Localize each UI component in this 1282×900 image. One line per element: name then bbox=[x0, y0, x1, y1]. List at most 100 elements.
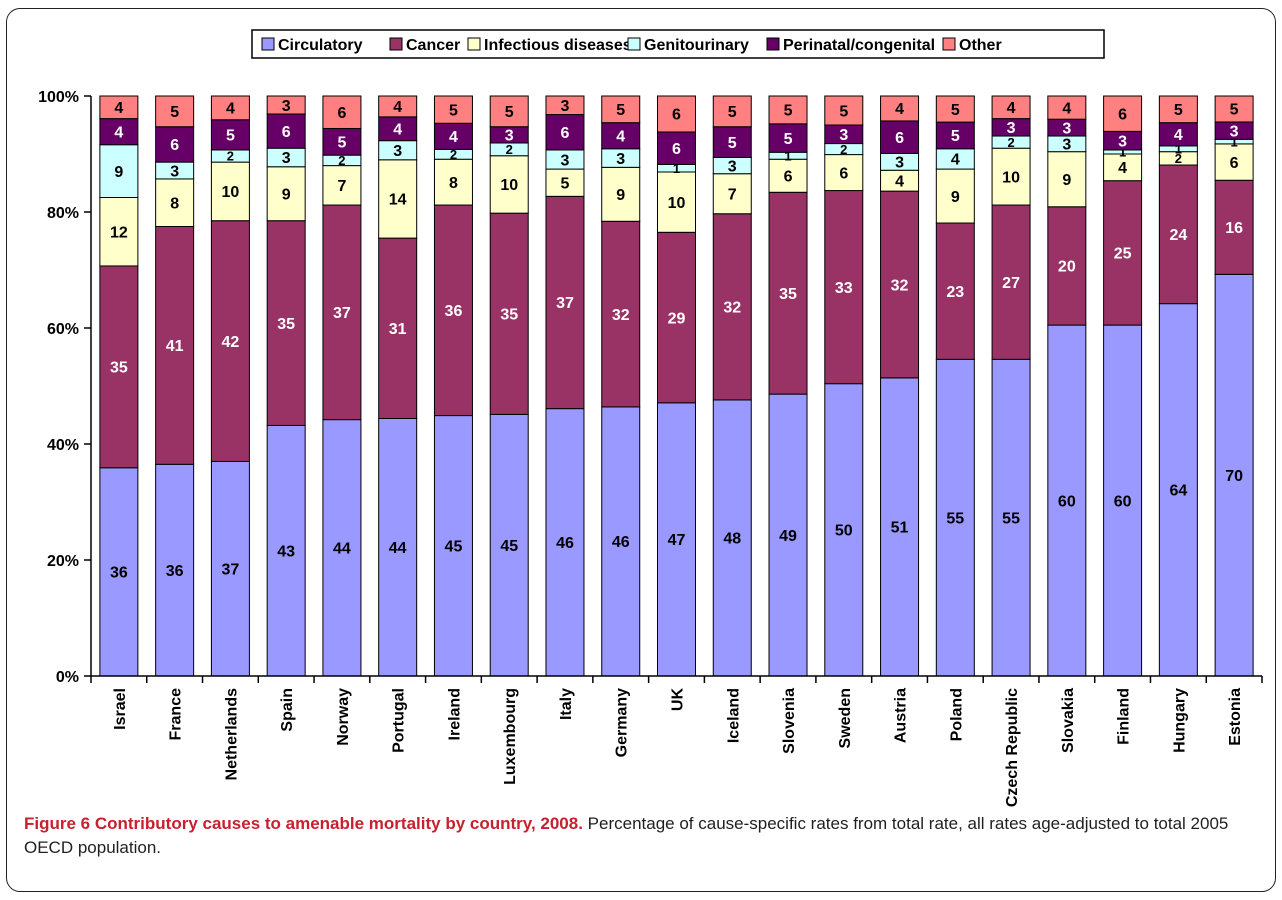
bar-stack-iceland: 48 32 7 3 5 5 bbox=[712, 95, 752, 677]
data-label-genitourinary: 3 bbox=[895, 155, 904, 172]
bar-segment-cancer bbox=[545, 195, 585, 410]
bar-stack-italy: 46 37 5 3 6 3 bbox=[545, 95, 585, 677]
x-tick-label-portugal: Portugal bbox=[391, 688, 408, 753]
data-label-cancer: 32 bbox=[723, 300, 741, 317]
data-label-perinatal-congenital: 6 bbox=[895, 130, 904, 147]
x-tick-label-estonia: Estonia bbox=[1227, 688, 1244, 746]
data-label-other: 5 bbox=[728, 104, 737, 121]
data-label-perinatal-congenital: 4 bbox=[393, 122, 402, 139]
data-label-infectious-diseases: 6 bbox=[784, 169, 793, 186]
bar-segment-other bbox=[1103, 95, 1143, 132]
data-label-perinatal-congenital: 5 bbox=[337, 135, 346, 152]
y-tick-label: 40% bbox=[47, 437, 79, 454]
bar-stack-estonia: 70 16 6 13 5 bbox=[1214, 95, 1254, 677]
figure-frame bbox=[6, 8, 1276, 892]
bar-segment-infectious-diseases bbox=[1047, 151, 1087, 208]
bar-segment-other bbox=[378, 95, 418, 118]
legend-label-circulatory: Circulatory bbox=[278, 37, 363, 54]
data-label-cancer: 31 bbox=[389, 321, 407, 338]
bar-segment-cancer bbox=[657, 231, 696, 404]
data-label-perinatal-congenital: 6 bbox=[282, 124, 291, 141]
data-label-perinatal-congenital: 5 bbox=[784, 131, 793, 148]
data-label-infectious-diseases: 10 bbox=[500, 177, 518, 194]
legend-label-infectious-diseases: Infectious diseases bbox=[484, 37, 632, 54]
bar-segment-circulatory bbox=[768, 393, 808, 677]
bar-segment-infectious-diseases bbox=[489, 155, 529, 214]
bar-segment-circulatory bbox=[210, 460, 250, 677]
bar-segment-cancer bbox=[712, 213, 752, 401]
bar-segment-cancer bbox=[601, 220, 641, 408]
caption-title: Figure 6 Contributory causes to amenable… bbox=[24, 814, 583, 833]
data-label-infectious-diseases: 10 bbox=[668, 195, 686, 212]
bar-segment-other bbox=[880, 95, 920, 122]
data-label-genitourinary: 3 bbox=[1062, 137, 1071, 154]
data-label-genitourinary: 2 bbox=[338, 153, 345, 168]
data-label-genitourinary: 2 bbox=[840, 142, 847, 157]
bar-segment-circulatory bbox=[1214, 273, 1254, 677]
x-tick-label-austria: Austria bbox=[893, 688, 910, 743]
bar-segment-circulatory bbox=[322, 419, 362, 677]
x-tick-label-slovenia: Slovenia bbox=[781, 688, 798, 754]
data-label-other: 4 bbox=[1062, 100, 1071, 117]
data-label-cancer: 25 bbox=[1114, 246, 1132, 263]
bar-segment-perinatal-congenital bbox=[935, 121, 975, 150]
bar-segment-circulatory bbox=[378, 417, 418, 677]
bar-stack-germany: 46 32 9 3 4 5 bbox=[601, 95, 641, 677]
bar-segment-perinatal-congenital bbox=[99, 118, 139, 146]
x-tick-label-germany: Germany bbox=[614, 688, 631, 757]
data-label-genitourinary: 4 bbox=[951, 152, 960, 169]
data-label-infectious-diseases: 14 bbox=[389, 192, 407, 209]
bar-segment-circulatory bbox=[99, 467, 139, 677]
data-label-perinatal-congenital: 4 bbox=[1174, 127, 1183, 144]
legend-swatch-circulatory bbox=[261, 37, 275, 51]
bar-segment-circulatory bbox=[935, 358, 975, 677]
chart-legend: Circulatory Cancer Infectious diseases Geni… bbox=[251, 29, 1105, 59]
bar-segment-perinatal-congenital bbox=[601, 122, 641, 150]
bar-segment-other bbox=[99, 95, 139, 120]
bar-segment-other bbox=[489, 95, 529, 128]
bar-segment-other bbox=[935, 95, 975, 123]
data-label-cancer: 36 bbox=[445, 303, 463, 320]
data-label-cancer: 37 bbox=[333, 305, 351, 322]
data-label-circulatory: 51 bbox=[891, 520, 909, 537]
bar-segment-infectious-diseases bbox=[155, 178, 195, 228]
data-label-perinatal-congenital: 3 bbox=[1230, 123, 1239, 140]
data-label-perinatal-congenital: 3 bbox=[1118, 133, 1127, 150]
bar-segment-perinatal-congenital bbox=[880, 120, 920, 154]
data-label-perinatal-congenital: 3 bbox=[505, 128, 514, 145]
bar-segment-circulatory bbox=[880, 377, 920, 677]
stacked-bar-chart: Circulatory Cancer Infectious diseases Geni… bbox=[38, 29, 1263, 807]
data-label-genitourinary: 3 bbox=[393, 143, 402, 160]
data-label-circulatory: 55 bbox=[946, 510, 964, 527]
data-label-genitourinary: 1 bbox=[1231, 134, 1238, 149]
x-axis: Israel France Netherlands Spain Norway Portug… bbox=[90, 675, 1263, 807]
data-label-circulatory: 37 bbox=[222, 561, 240, 578]
data-label-perinatal-congenital: 4 bbox=[616, 128, 625, 145]
bar-segment-circulatory bbox=[266, 424, 306, 677]
data-label-circulatory: 36 bbox=[166, 563, 184, 580]
data-label-infectious-diseases: 5 bbox=[561, 175, 570, 192]
bar-segment-cancer bbox=[935, 222, 975, 360]
caption-text: Percentage of cause-specific rates from … bbox=[24, 814, 1229, 857]
x-tick-label-israel: Israel bbox=[112, 688, 129, 730]
data-label-infectious-diseases: 6 bbox=[839, 165, 848, 182]
bar-segment-other bbox=[210, 95, 250, 121]
data-label-other: 3 bbox=[282, 98, 291, 115]
bar-segment-cancer bbox=[768, 191, 808, 395]
data-label-other: 6 bbox=[337, 105, 346, 122]
data-label-circulatory: 44 bbox=[333, 541, 351, 558]
bar-segment-other bbox=[266, 95, 306, 115]
data-label-genitourinary: 9 bbox=[114, 164, 123, 181]
data-label-cancer: 42 bbox=[222, 334, 240, 351]
bar-segment-other bbox=[712, 95, 752, 128]
data-label-perinatal-congenital: 5 bbox=[728, 135, 737, 152]
data-label-infectious-diseases: 4 bbox=[1118, 160, 1127, 177]
legend-swatch-cancer bbox=[389, 37, 403, 51]
bar-stack-norway: 44 37 7 25 6 bbox=[322, 95, 362, 677]
data-label-perinatal-congenital: 5 bbox=[226, 128, 235, 145]
data-label-circulatory: 64 bbox=[1169, 483, 1187, 500]
x-tick-label-czech-republic: Czech Republic bbox=[1004, 688, 1021, 807]
bar-segment-infectious-diseases bbox=[657, 171, 696, 233]
